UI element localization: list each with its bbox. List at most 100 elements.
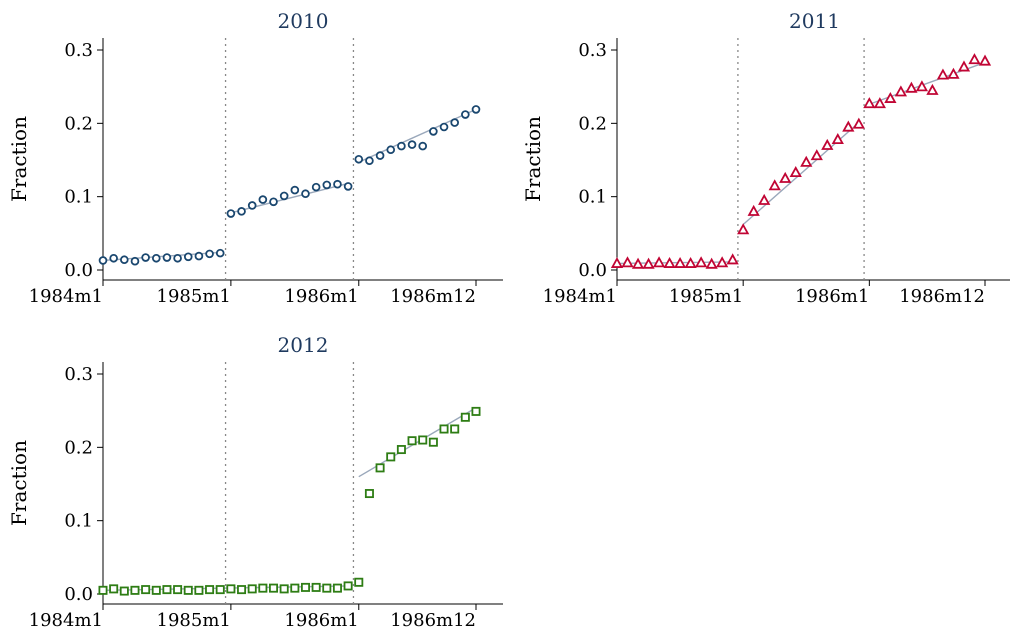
data-point (947, 67, 960, 79)
panel-2010: 2010 Fraction 0.0 0.1 0.2 0.3 1984m1 1985m1 1986… (7, 9, 503, 307)
panel-title: 2010 (278, 9, 329, 33)
x-tick-label: 1984m1 (543, 286, 617, 307)
panel-2012: 2012 Fraction 0.0 0.1 0.2 0.3 1984m1 1985m1 1986… (7, 333, 503, 631)
data-point (831, 133, 844, 145)
data-point (460, 412, 470, 422)
x-tick-label: 1986m1 (284, 286, 358, 307)
fit-line (230, 182, 349, 214)
data-point (364, 489, 374, 499)
data-point (343, 581, 353, 591)
data-point (684, 256, 697, 268)
data-point (151, 253, 161, 263)
data-point (894, 85, 908, 97)
data-point (301, 189, 310, 199)
data-point (439, 122, 449, 132)
data-point (863, 97, 876, 109)
data-point (205, 585, 215, 595)
data-point (109, 253, 118, 263)
data-point (205, 249, 214, 259)
y-tick-label: 0.0 (64, 584, 93, 605)
x-tick-label: 1986m1 (795, 286, 869, 307)
data-point (915, 80, 929, 92)
data-point (354, 577, 364, 587)
data-point (386, 145, 396, 155)
y-axis-label: Fraction (521, 116, 545, 202)
data-point (926, 83, 939, 95)
data-point (173, 585, 183, 595)
data-point (194, 251, 204, 261)
data-point (471, 406, 481, 416)
data-point (631, 257, 645, 269)
data-point (758, 193, 771, 205)
data-point (226, 584, 236, 594)
data-point (279, 584, 289, 594)
data-point (652, 256, 666, 268)
data-point (428, 437, 438, 447)
data-point (269, 583, 279, 593)
x-tick-label: 1986m1 (284, 610, 358, 631)
y-tick-label: 0.0 (64, 260, 93, 281)
data-point (258, 195, 268, 204)
data-point (439, 424, 449, 434)
y-tick-label: 0.0 (578, 260, 607, 281)
data-point (322, 180, 332, 190)
data-point (162, 585, 172, 595)
panel-title: 2011 (789, 9, 840, 33)
data-point (386, 452, 396, 462)
x-tick-label: 1986m12 (390, 610, 476, 631)
y-tick-label: 0.2 (64, 437, 93, 458)
fit-line (616, 261, 733, 265)
data-point (621, 256, 634, 268)
fit-line (742, 122, 860, 226)
data-point (821, 138, 834, 150)
data-point (673, 256, 687, 268)
data-point (905, 81, 918, 93)
data-point (279, 191, 289, 201)
y-tick-label: 0.2 (578, 113, 607, 134)
x-tick-label: 1984m1 (29, 286, 103, 307)
data-point (162, 253, 172, 262)
x-tick-label: 1985m1 (157, 610, 231, 631)
y-tick-label: 0.3 (578, 40, 607, 61)
data-point (407, 436, 417, 446)
data-point (130, 585, 140, 595)
data-point (354, 154, 364, 164)
data-point (716, 256, 729, 268)
data-point (183, 252, 193, 262)
panel-title: 2012 (278, 333, 329, 357)
data-point (663, 256, 676, 268)
data-point (215, 585, 225, 595)
y-tick-label: 0.1 (64, 187, 93, 208)
data-point (747, 204, 760, 216)
data-point (936, 68, 950, 80)
data-point (810, 149, 823, 161)
data-point (98, 256, 108, 265)
data-point (194, 585, 204, 595)
fit-line (102, 585, 349, 592)
x-tick-label: 1985m1 (157, 286, 231, 307)
data-point (215, 248, 225, 258)
data-point (290, 185, 300, 195)
data-point (705, 257, 718, 269)
data-point (322, 583, 332, 593)
x-tick-label: 1986m12 (390, 286, 476, 307)
y-tick-label: 0.1 (578, 187, 607, 208)
data-point (247, 584, 257, 594)
data-point (737, 223, 750, 235)
data-point (450, 424, 460, 434)
y-tick-label: 0.1 (64, 511, 93, 532)
data-point (120, 255, 129, 265)
data-point (884, 91, 897, 103)
data-point (183, 585, 193, 595)
data-point (450, 118, 459, 127)
data-point (237, 207, 246, 216)
data-point (119, 586, 129, 596)
x-tick-label: 1984m1 (29, 610, 103, 631)
data-point (396, 445, 406, 455)
data-point (311, 182, 321, 192)
data-point (800, 155, 813, 167)
data-point (873, 97, 886, 109)
y-axis-label: Fraction (7, 116, 31, 202)
data-point (957, 60, 971, 72)
